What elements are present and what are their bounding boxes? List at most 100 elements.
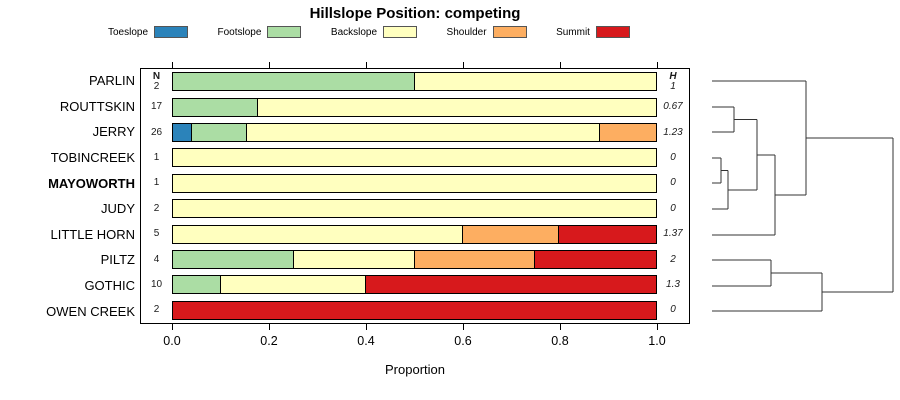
h-value: 1.23 [663,126,683,138]
bar-segment-backslope [258,98,656,116]
bar-segment-toeslope [173,124,192,142]
axis-tick-top [656,62,658,68]
bar-segment-shoulder [462,225,560,243]
axis-tick-label: 0.2 [260,334,278,348]
row-label: ROUTTSKIN [59,98,135,114]
bar-segment-footslope [173,98,258,116]
table-row: 5 1.37 [141,221,689,246]
stacked-bar [172,224,657,244]
h-value: 0 [670,304,676,316]
row-label: JERRY [92,124,135,140]
axis-tick [171,324,173,330]
n-value: 2 [153,304,160,316]
axis-tick-top [268,62,270,68]
n-value: 10 [150,278,163,290]
legend-swatch [267,26,302,38]
legend-item-backslope: Backslope [330,26,418,38]
legend-label: Backslope [330,26,378,38]
legend-swatch [154,26,189,38]
bar-segment-footslope [173,276,222,294]
axis-tick-label: 0.6 [454,334,472,348]
bar-segment-backslope [221,276,367,294]
axis-tick [656,324,658,330]
n-value: 1 [153,177,160,189]
legend-label: Summit [556,26,590,38]
h-value: 0 [670,202,676,214]
h-value: 1.3 [666,278,680,290]
axis-tick-top [559,62,561,68]
h-value: 0 [670,151,676,163]
bar-segment-shoulder [414,251,536,269]
bar-segment-backslope [173,200,656,218]
table-row: 17 0.67 [141,94,689,119]
legend-label: Footslope [217,26,262,38]
table-row: 10 1.3 [141,272,689,297]
legend-label: Shoulder [446,26,487,38]
axis-tick-top [365,62,367,68]
stacked-bar [172,148,657,168]
axis-tick-label: 0.4 [357,334,375,348]
row-labels: PARLIN ROUTTSKIN JERRY TOBINCREEK MAYOWORTH J… [0,68,135,324]
legend-item-toeslope: Toeslope [108,26,189,38]
bar-segment-footslope [191,124,248,142]
axis-tick-label: 1.0 [648,334,666,348]
row-label: MAYOWORTH [48,175,135,191]
legend-swatch [383,26,418,38]
h-value: 0.67 [663,101,683,113]
stacked-bar [172,72,657,92]
legend-item-shoulder: Shoulder [447,26,527,38]
n-value: 5 [153,228,160,240]
bar-segment-backslope [173,149,656,167]
legend: Toeslope Footslope Backslope Shoulder Summit [108,26,630,38]
table-row: 26 1.23 [141,120,689,145]
h-value: 0 [670,177,676,189]
bar-segment-shoulder [600,124,656,142]
x-axis-label: Proportion [385,362,445,377]
axis-tick [268,324,270,330]
bar-segment-backslope [247,124,601,142]
bar-segment-backslope [293,251,415,269]
plot-area: N 2 H 1 17 0.67 26 1.23 1 0 1 0 2 0 5 1.37 4 2 10 1.3 2 0 [140,68,690,324]
n-value: 1 [153,151,160,163]
row-label: LITTLE HORN [50,226,135,242]
h-value: 1.37 [663,228,683,240]
stacked-bar [172,199,657,219]
row-label: PILTZ [100,252,135,268]
chart-title: Hillslope Position: competing [309,5,521,22]
legend-item-summit: Summit [556,26,630,38]
n-value: 4 [153,253,160,265]
legend-label: Toeslope [108,26,149,38]
axis-tick-label: 0.8 [551,334,569,348]
bar-segment-summit [173,301,656,319]
axis-tick-top [171,62,173,68]
n-value: 2 [153,202,160,214]
stacked-bar [172,173,657,193]
row-label: TOBINCREEK [50,150,135,166]
stacked-bar [172,123,657,143]
axis-tick-top [462,62,464,68]
stacked-bar [172,275,657,295]
bar-segment-footslope [173,73,415,91]
bar-segment-summit [535,251,656,269]
bar-segment-backslope [173,225,463,243]
bar-segment-footslope [173,251,294,269]
stacked-bar [172,250,657,270]
bar-segment-backslope [173,174,656,192]
stacked-bar [172,300,657,320]
axis-tick-label: 0.0 [163,334,181,348]
row-label: JUDY [101,201,135,217]
row-label: PARLIN [89,73,135,89]
bar-segment-summit [366,276,656,294]
axis-tick [559,324,561,330]
stacked-bar [172,97,657,117]
legend-swatch [492,26,527,38]
legend-swatch [595,26,630,38]
bar-segment-summit [559,225,656,243]
